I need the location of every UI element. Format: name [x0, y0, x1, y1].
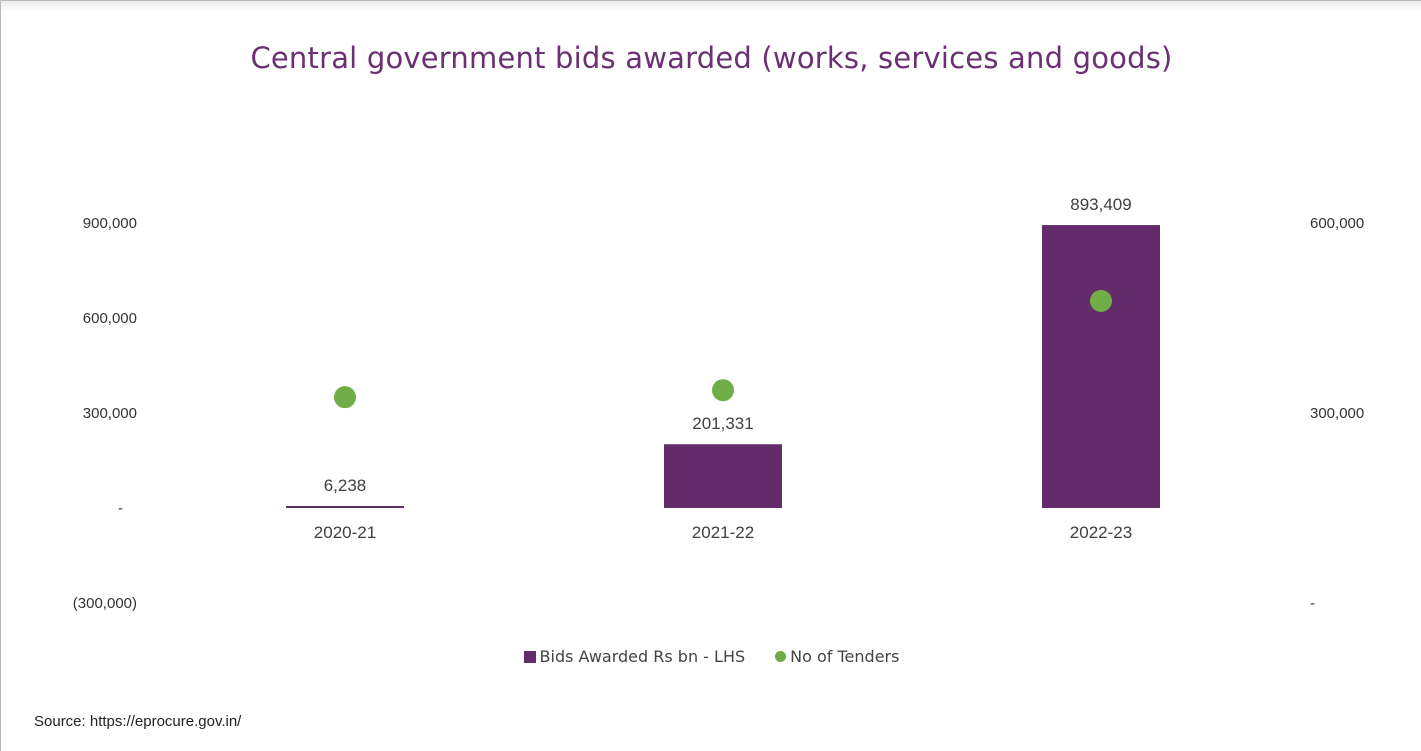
y-right-tick-label: 300,000: [1310, 405, 1364, 422]
y-left-tick-label: (300,000): [73, 595, 137, 612]
frame-top-shadow: [1, 1, 1421, 11]
bar-data-label: 893,409: [1070, 195, 1131, 214]
x-tick-label: 2021-22: [692, 523, 754, 542]
bar-data-label: 201,331: [692, 414, 753, 433]
legend-label-tenders: No of Tenders: [790, 647, 900, 666]
legend-swatch-dot: [775, 651, 787, 662]
bar: [664, 444, 782, 508]
bar: [1042, 225, 1160, 508]
y-right-tick-label: 600,000: [1310, 215, 1364, 232]
x-tick-label: 2022-23: [1070, 523, 1132, 542]
legend-label-bids: Bids Awarded Rs bn - LHS: [539, 647, 746, 666]
bar-data-label: 6,238: [324, 476, 367, 495]
y-left-tick-label: 600,000: [83, 310, 137, 327]
y-left-tick-label: 300,000: [83, 405, 137, 422]
legend-swatch-bar: [523, 650, 536, 663]
tender-point: [334, 386, 356, 409]
chart-legend: Bids Awarded Rs bn - LHS No of Tenders: [1, 647, 1421, 666]
x-tick-label: 2020-21: [314, 523, 376, 542]
y-right-tick-label: -: [1310, 595, 1315, 612]
legend-item-tenders: No of Tenders: [775, 647, 899, 666]
tender-point: [712, 379, 734, 402]
bar: [286, 506, 404, 508]
y-left-tick-label: -: [118, 500, 123, 517]
tender-point: [1090, 289, 1112, 312]
chart-plot: 900,000 600,000 300,000 - (300,000) 600,000 30…: [73, 195, 1364, 612]
source-note: Source: https://eprocure.gov.in/: [34, 713, 242, 730]
legend-item-bids: Bids Awarded Rs bn - LHS: [523, 647, 746, 666]
y-left-tick-label: 900,000: [83, 215, 137, 232]
chart-title: Central government bids awarded (works, …: [250, 41, 1173, 75]
